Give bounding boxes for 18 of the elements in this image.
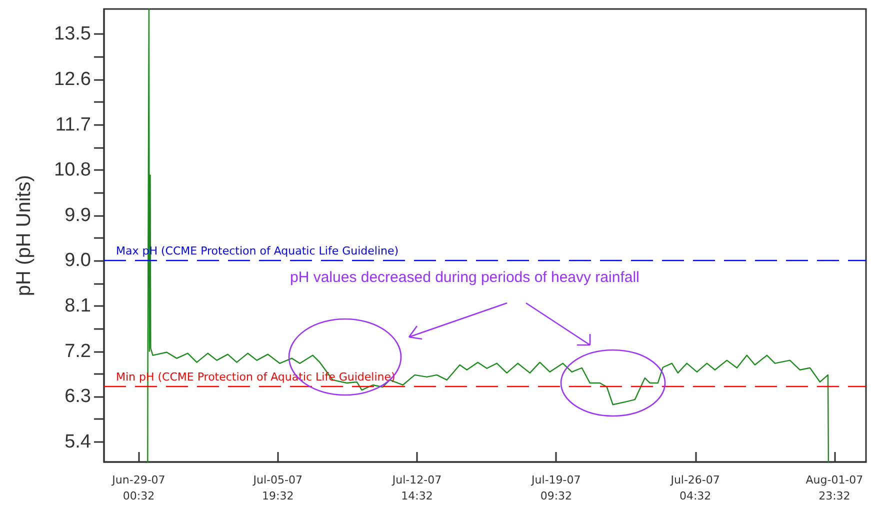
x-tick-label: Jul-26-07 04:32 <box>670 474 720 502</box>
y-tick-label: 5.4 <box>64 431 92 452</box>
annotation: pH values decreased during periods of heavy rainfall <box>290 269 640 286</box>
y-tick-label: 13.5 <box>54 24 91 45</box>
y-tick-label: 6.3 <box>64 386 91 408</box>
y-tick-label: 12.6 <box>54 68 91 90</box>
x-tick-label: Jul-05-07 19:32 <box>252 474 302 502</box>
y-tick-label: 9.9 <box>64 204 91 226</box>
y-tick-label: 7.2 <box>64 340 91 362</box>
x-tick-label: Jun-29-07 00:32 <box>111 474 166 502</box>
x-tick-label: Jul-12-07 14:32 <box>391 474 442 502</box>
y-tick-label: 11.7 <box>55 114 91 136</box>
x-tick-label: Aug-01-07 23:32 <box>806 474 864 502</box>
y-tick-label: 10.8 <box>54 160 91 181</box>
y-axis-title: pH (pH Units) <box>13 174 35 296</box>
x-tick-label: Jul-19-07 09:32 <box>530 474 581 502</box>
y-tick-label: 9.0 <box>64 250 91 272</box>
y-tick-label: 8.1 <box>64 295 91 316</box>
